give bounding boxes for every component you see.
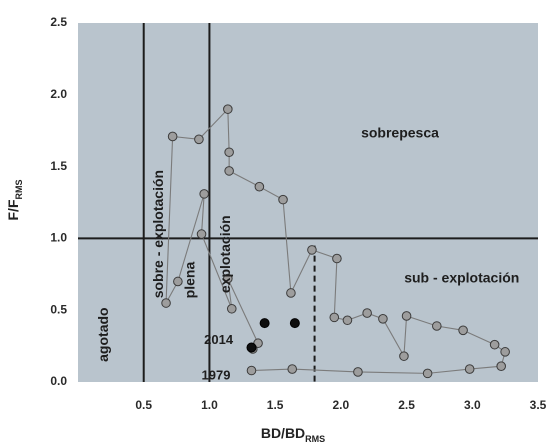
data-point	[224, 166, 234, 176]
data-point	[496, 361, 507, 372]
series-lines	[165, 107, 506, 374]
data-point	[278, 194, 288, 205]
data-point	[196, 229, 207, 239]
highlight-point	[246, 342, 257, 353]
data-point	[161, 298, 171, 308]
year-labels: 2014 1979	[202, 332, 234, 383]
data-point	[226, 303, 237, 314]
data-point	[173, 276, 183, 287]
data-point	[167, 131, 178, 142]
data-point	[286, 288, 296, 298]
data-point	[500, 347, 510, 357]
x-tick-label: 3.0	[464, 398, 481, 412]
y-tick-label: 1.0	[50, 231, 67, 245]
year-label: 2014	[204, 332, 234, 347]
zone-label: agotado	[95, 307, 111, 361]
zone-label: explotación	[217, 215, 233, 293]
data-point	[353, 367, 363, 377]
data-point	[223, 273, 233, 284]
series-line	[165, 107, 506, 374]
x-tick-label: 0.5	[135, 398, 152, 412]
x-tick-label: 3.5	[530, 398, 547, 412]
data-point	[399, 351, 409, 361]
y-tick-label: 0.5	[50, 302, 67, 316]
data-point	[329, 312, 340, 323]
data-points	[161, 104, 510, 379]
year-label: 1979	[202, 368, 231, 383]
zone-label: sobre - explotación	[150, 170, 166, 298]
data-point	[332, 253, 342, 264]
data-point	[287, 364, 298, 374]
y-tick-label: 2.5	[50, 15, 67, 29]
data-point	[422, 368, 433, 379]
x-tick-label: 2.0	[333, 398, 350, 412]
x-tick-label: 2.5	[398, 398, 415, 412]
y-axis-ticks: 0.0 0.5 1.0 1.5 2.0 2.5	[50, 15, 67, 388]
data-point	[199, 189, 209, 199]
highlight-point	[259, 318, 270, 329]
data-point	[458, 325, 468, 336]
y-tick-label: 1.5	[50, 159, 67, 173]
data-point	[489, 339, 500, 350]
highlight-points	[246, 318, 300, 353]
data-point	[362, 308, 372, 318]
y-tick-label: 0.0	[50, 374, 67, 388]
data-point	[378, 314, 388, 324]
y-axis-title: F/FRMS	[5, 180, 24, 221]
data-point	[224, 147, 234, 158]
data-point	[432, 321, 442, 331]
x-axis-ticks: 0.5 1.0 1.5 2.0 2.5 3.0 3.5	[135, 398, 546, 412]
data-point	[307, 245, 317, 255]
zone-labels: sobrepesca sub - explotación agotado sobre …	[95, 124, 519, 362]
data-point	[194, 134, 204, 145]
data-point	[401, 311, 412, 321]
zone-label: sub - explotación	[404, 269, 519, 285]
y-tick-label: 2.0	[50, 87, 67, 101]
data-point	[464, 364, 475, 374]
x-tick-label: 1.5	[267, 398, 284, 412]
data-point	[246, 365, 257, 376]
data-point	[254, 181, 265, 192]
zone-label: plena	[182, 262, 198, 299]
x-axis-title: BD/BDRMS	[261, 425, 325, 444]
x-tick-label: 1.0	[201, 398, 218, 412]
reference-lines	[78, 23, 538, 382]
data-point	[342, 315, 353, 326]
data-point	[223, 104, 233, 114]
plot-area	[78, 23, 538, 382]
zone-label: sobrepesca	[361, 124, 439, 140]
highlight-point	[289, 318, 300, 329]
